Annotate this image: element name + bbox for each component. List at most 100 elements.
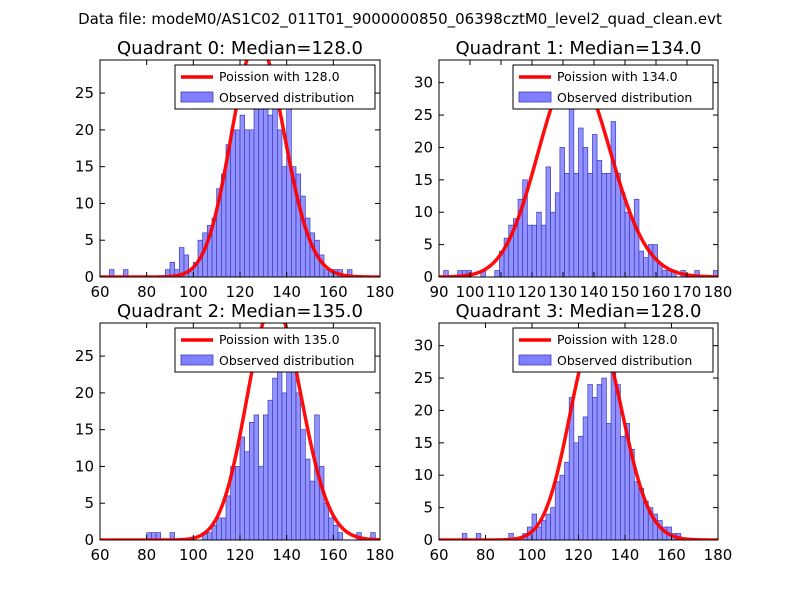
x-tick-label: 160 [642,283,671,301]
y-tick-label: 10 [414,466,433,484]
histogram-bar [536,526,542,540]
legend-line-label: Poission with 128.0 [557,332,678,347]
histogram-bar [300,429,306,540]
legend: Poission with 128.0 Observed distribution [174,64,376,110]
legend-bar-swatch [180,91,214,103]
histogram-bar [619,192,626,277]
histogram-bar [443,270,449,277]
y-tick-label: 0 [84,268,94,286]
histogram-bar [276,370,283,540]
x-tick-label: 120 [226,283,255,301]
y-tick-label: 25 [414,106,433,124]
histogram-bar [206,532,213,540]
histogram-bar [508,533,514,540]
y-tick-label: 25 [75,84,94,102]
histogram-bar [536,211,542,277]
histogram-bar [606,423,612,540]
histogram-bar [596,384,603,540]
histogram-bar [545,166,551,277]
y-tick-label: 25 [75,347,94,365]
subplot-title: Quadrant 1: Median=134.0 [456,38,702,59]
histogram-bar [606,173,612,277]
x-tick-label: 180 [366,283,395,301]
x-tick-label: 110 [487,283,516,301]
x-tick-label: 90 [429,283,448,301]
subplot-quadrant-0: Quadrant 0: Median=128.060 80 100 120 140 160… [75,38,394,301]
poisson-curve [100,323,380,540]
plot-area [439,67,718,277]
histogram-bar [239,114,246,277]
y-tick-label: 25 [414,369,433,387]
histogram-bar [596,160,603,277]
x-tick-label: 160 [319,546,348,564]
histogram-bar [578,436,584,540]
x-tick-label: 180 [704,283,733,301]
histogram-bar [540,224,547,277]
histogram-bar [108,269,115,277]
subplot-title: Quadrant 3: Median=128.0 [456,301,702,322]
histogram-bar [234,466,241,540]
histogram-bar [610,121,617,277]
x-tick-label: 100 [518,546,547,564]
legend-line-label: Poission with 128.0 [219,69,340,84]
x-tick-label: 60 [90,546,109,564]
x-tick-label: 100 [456,283,485,301]
histogram-bar [564,461,570,540]
y-tick-label: 5 [423,499,433,517]
histogram-bar [573,173,579,277]
histogram-bar [323,269,330,277]
histogram-bar [258,466,264,540]
y-tick-label: 0 [423,531,433,549]
x-tick-label: 80 [137,283,156,301]
x-tick-label: 80 [476,546,495,564]
histogram-bar [230,129,236,277]
subplot-title: Quadrant 0: Median=128.0 [117,38,363,59]
x-tick-label: 140 [272,283,301,301]
histogram-bar [253,92,260,277]
histogram-bar [573,442,579,540]
legend-bar-swatch [518,91,552,103]
histogram-bar [619,436,626,540]
legend-line-label: Poission with 135.0 [219,332,340,347]
histogram-bar [582,416,589,540]
legend: Poission with 134.0 Observed distribution [512,64,714,110]
histogram-bar [615,173,621,277]
legend-bar-label: Observed distribution [219,353,354,368]
x-tick-label: 180 [704,546,733,564]
histogram-bar [267,399,274,540]
histogram-bar [346,269,353,277]
histogram-bar [220,517,227,540]
subplot-quadrant-2: Quadrant 2: Median=135.060 80 100 120 140 160… [75,301,394,564]
histogram-bar [272,377,278,540]
histogram-bar [244,129,250,277]
x-tick-label: 120 [226,546,255,564]
histogram-bar [624,211,631,277]
histogram-bar [559,147,565,277]
x-tick-label: 140 [272,546,301,564]
histogram-bar [276,129,283,277]
histogram-bar [286,107,292,277]
x-tick-label: 160 [319,283,348,301]
x-tick-label: 170 [673,283,702,301]
legend-bar-label: Observed distribution [557,90,692,105]
subplot-quadrant-1: Quadrant 1: Median=134.090 100 110 120 130 14… [414,38,732,301]
histogram-bar [332,524,339,540]
histogram-bar [475,533,482,540]
x-tick-label: 180 [366,546,395,564]
legend: Poission with 128.0 Observed distribution [512,327,714,373]
histogram-bar [281,166,288,277]
legend-line-label: Poission with 134.0 [557,69,678,84]
y-tick-label: 10 [75,194,94,212]
histogram-bar [262,85,269,277]
histogram-bar [183,254,190,277]
legend-bar-label: Observed distribution [557,353,692,368]
histogram-bar [633,481,640,540]
histogram-bar [661,270,668,277]
x-tick-label: 60 [429,546,448,564]
histogram-bar [694,270,700,277]
histogram-bar [587,384,593,540]
histogram-bar [601,377,607,540]
histogram-bar [587,173,593,277]
x-tick-label: 100 [179,546,208,564]
